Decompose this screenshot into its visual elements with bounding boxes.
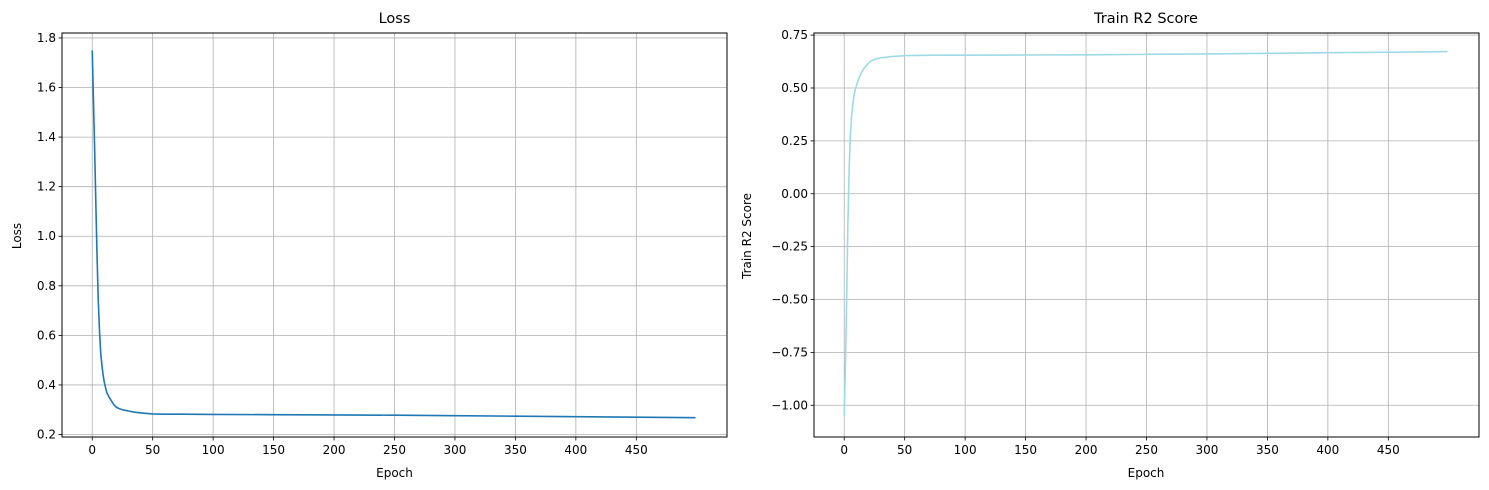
loss-series: [91, 50, 696, 419]
r2-x-tick-label: 400: [1316, 443, 1339, 457]
r2-y-axis-label: Train R2 Score: [740, 193, 754, 280]
loss-y-tick-label: 0.8: [37, 279, 56, 293]
loss-y-tick-label: 0.4: [37, 378, 56, 392]
loss-x-tick-label: 300: [444, 443, 467, 457]
r2-y-tick-label: 0.75: [781, 28, 808, 42]
r2-x-tick-label: 100: [954, 443, 977, 457]
r2-x-tick-label: 300: [1196, 443, 1219, 457]
r2-y-tick-label: 0.50: [781, 81, 808, 95]
loss-plot-frame: [61, 32, 728, 438]
r2-y-tick-label: 0.00: [781, 187, 808, 201]
r2-chart: Train R2 Score Epoch Train R2 Score 0 50 1…: [740, 11, 1480, 480]
loss-x-tick-label: 50: [145, 443, 160, 457]
loss-y-tick-label: 0.6: [37, 328, 56, 342]
r2-y-tick-label: 0.25: [781, 134, 808, 148]
loss-y-tick-label: 1.8: [37, 31, 56, 45]
r2-y-tick-label: −0.25: [771, 240, 808, 254]
r2-x-tick-label: 200: [1075, 443, 1098, 457]
loss-grid: [62, 33, 727, 437]
loss-y-axis-label: Loss: [10, 223, 24, 249]
r2-x-tick-label: 50: [897, 443, 912, 457]
loss-y-tick-label: 0.2: [37, 428, 56, 442]
r2-x-tick-label: 350: [1256, 443, 1279, 457]
loss-x-tick-label: 400: [564, 443, 587, 457]
r2-y-tick-label: −0.50: [771, 293, 808, 307]
loss-series-line: [91, 50, 696, 419]
r2-x-axis-label: Epoch: [1128, 466, 1165, 480]
loss-y-tick-label: 1.6: [37, 81, 56, 95]
r2-series-line: [843, 50, 1448, 416]
loss-x-tick-label: 350: [504, 443, 527, 457]
loss-x-tick-label: 450: [625, 443, 648, 457]
r2-x-tick-label: 0: [840, 443, 848, 457]
r2-x-tick-label: 150: [1014, 443, 1037, 457]
loss-x-tick-label: 100: [202, 443, 225, 457]
r2-y-tick-label: −1.00: [771, 398, 808, 412]
r2-ticks: 0 50 100 150 200 250 300 350 400 450 −1.00 −0.75 −0.…: [771, 28, 1400, 457]
r2-x-tick-label: 250: [1135, 443, 1158, 457]
r2-grid: [814, 33, 1479, 437]
loss-x-tick-label: 200: [323, 443, 346, 457]
loss-ticks: 0 50 100 150 200 250 300 350 400 450 0.2 0.4 0.6 0.8 1…: [37, 31, 648, 457]
r2-series: [843, 50, 1448, 416]
loss-y-tick-label: 1.4: [37, 130, 56, 144]
loss-chart: Loss Epoch Loss 0 50 100 150 200 250 300 350 400…: [10, 11, 728, 480]
loss-x-tick-label: 250: [383, 443, 406, 457]
r2-plot-frame: [813, 32, 1480, 438]
r2-y-tick-label: −0.75: [771, 345, 808, 359]
loss-x-tick-label: 0: [88, 443, 96, 457]
loss-x-tick-label: 150: [262, 443, 285, 457]
loss-y-tick-label: 1.2: [37, 180, 56, 194]
loss-chart-title: Loss: [379, 11, 411, 27]
r2-chart-title: Train R2 Score: [1093, 11, 1198, 27]
loss-x-axis-label: Epoch: [376, 466, 413, 480]
loss-y-tick-label: 1.0: [37, 229, 56, 243]
r2-x-tick-label: 450: [1377, 443, 1400, 457]
